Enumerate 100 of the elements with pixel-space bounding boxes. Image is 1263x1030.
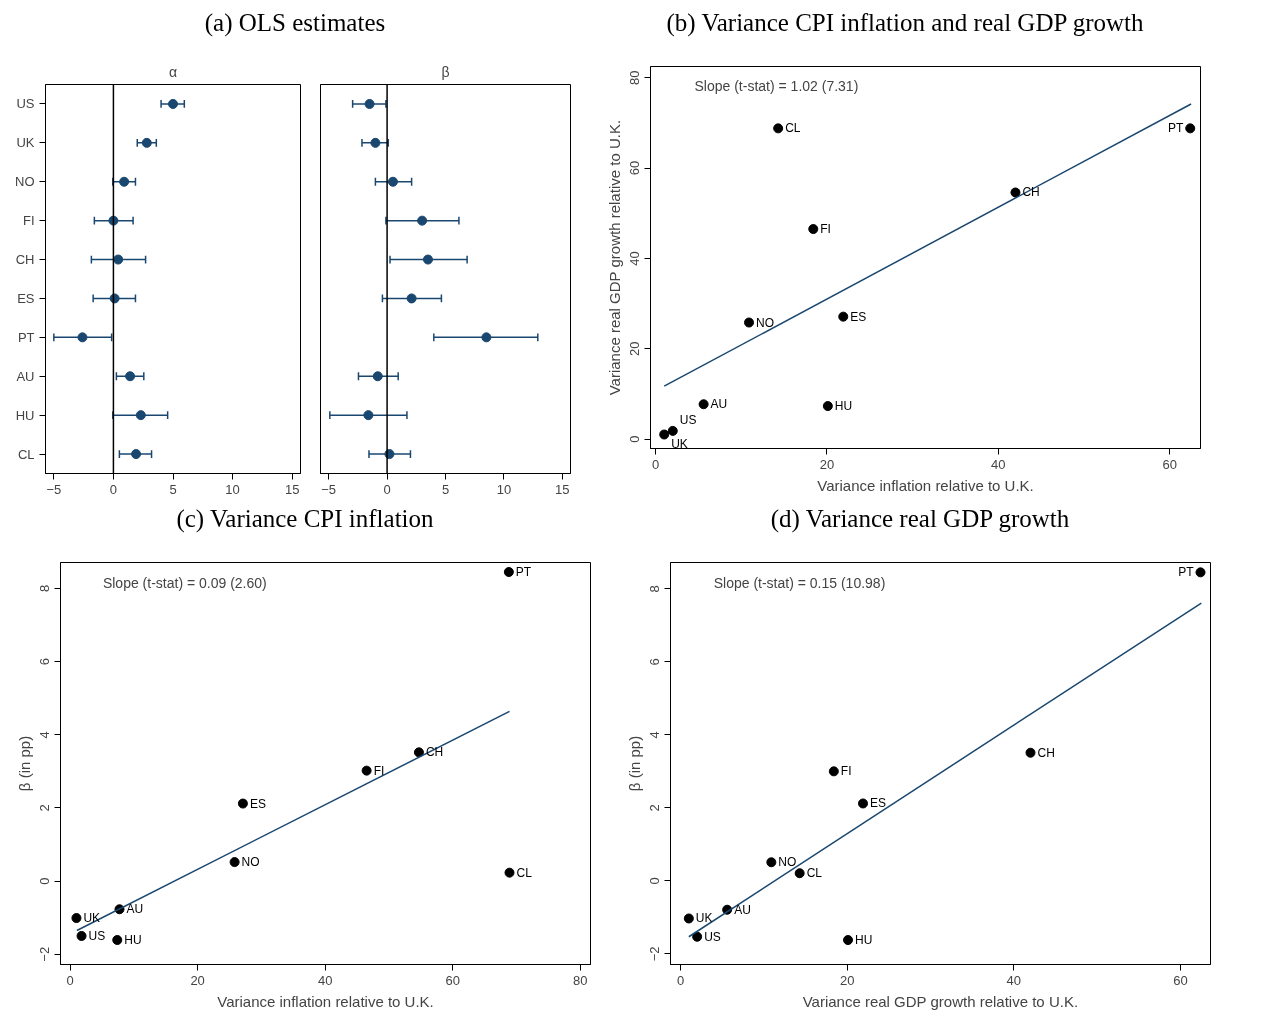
y-tick-label: −2 (647, 946, 663, 962)
annotation: HU (855, 933, 873, 948)
x-tick-label: −5 (321, 481, 337, 497)
x-tick-label: 20 (819, 456, 835, 472)
y-tick-label: CL (17, 446, 35, 462)
annotation: CH (1022, 185, 1040, 200)
point (237, 798, 248, 809)
annotation: UK (695, 911, 713, 926)
point (744, 317, 755, 328)
annotation: ES (249, 796, 266, 811)
point (76, 930, 87, 941)
x-tick-label: 15 (555, 481, 570, 497)
annotation: UK (671, 436, 688, 451)
annotation: US (704, 929, 721, 944)
y-tick-label: 0 (37, 877, 53, 885)
annotation: Slope (t-stat) = 0.15 (10.98) (713, 574, 886, 591)
annotation: Slope (t-stat) = 1.02 (7.31) (694, 77, 859, 94)
point (659, 429, 670, 440)
y-tick-label: 60 (627, 160, 643, 176)
annotation: HU (124, 932, 142, 947)
point (698, 399, 709, 410)
chart-title: (a) OLS estimates (204, 8, 386, 39)
point (838, 311, 849, 322)
y-tick-label: 8 (647, 585, 663, 593)
point (504, 867, 515, 878)
annotation: NO (756, 315, 775, 330)
y-tick-label: 6 (37, 658, 53, 666)
annotation: FI (373, 763, 385, 778)
chart-subtitle: β (441, 63, 450, 80)
point (387, 176, 398, 187)
y-axis-title: Variance real GDP growth relative to U.K. (605, 119, 623, 396)
y-tick-label: −2 (37, 946, 53, 962)
annotation: CL (806, 866, 823, 881)
point (364, 98, 375, 109)
point (119, 176, 130, 187)
x-tick-label: 60 (1162, 456, 1177, 472)
point (683, 913, 694, 924)
point (406, 293, 417, 304)
y-tick-label: AU (16, 368, 35, 384)
x-tick-label: 0 (109, 481, 118, 497)
point (794, 868, 805, 879)
annotation: CH (1037, 745, 1055, 760)
annotation: HU (834, 399, 853, 414)
y-tick-label: CH (15, 252, 35, 268)
x-tick-label: 40 (991, 456, 1006, 472)
y-axis-title: β (in pp) (625, 735, 643, 792)
annotation: AU (126, 902, 144, 917)
point (822, 401, 833, 412)
x-tick-label: 20 (839, 972, 855, 988)
chart-title: (c) Variance CPI inflation (176, 504, 434, 535)
point (363, 410, 374, 421)
x-tick-label: 15 (284, 481, 300, 497)
annotation: US (88, 928, 106, 943)
y-tick-label: 80 (627, 70, 643, 86)
annotation: AU (710, 397, 728, 412)
point (168, 98, 178, 109)
point (503, 567, 514, 577)
x-tick-label: 5 (169, 481, 177, 497)
point (692, 931, 703, 942)
x-tick-label: 10 (225, 481, 240, 497)
y-tick-label: 6 (647, 658, 663, 666)
y-tick-label: US (16, 96, 35, 112)
point (481, 332, 492, 343)
x-axis-title: Variance real GDP growth relative to U.K. (802, 992, 1079, 1010)
point (843, 935, 853, 946)
point (125, 371, 136, 382)
x-tick-label: 60 (1173, 972, 1188, 988)
point (112, 935, 123, 945)
y-tick-label: 40 (627, 251, 643, 266)
point (413, 747, 424, 758)
x-tick-label: 0 (383, 481, 391, 497)
point (1185, 123, 1196, 134)
point (808, 224, 819, 235)
y-tick-label: 4 (647, 731, 663, 739)
x-tick-label: −5 (46, 481, 62, 497)
y-tick-label: FI (22, 213, 35, 229)
x-tick-label: 20 (190, 972, 205, 988)
annotation: NO (241, 855, 260, 870)
y-tick-label: ES (17, 290, 35, 306)
annotation: AU (734, 902, 751, 917)
annotation: CL (516, 865, 533, 880)
annotation: CH (425, 745, 444, 760)
y-tick-label: 2 (37, 804, 53, 812)
y-tick-label: 4 (37, 731, 53, 739)
y-axis-title: β (in pp) (15, 735, 33, 792)
point (77, 332, 88, 343)
point (361, 765, 372, 776)
x-axis-title: Variance inflation relative to U.K. (217, 992, 434, 1010)
annotation: UK (83, 911, 101, 926)
point (417, 215, 428, 226)
point (113, 254, 124, 265)
point (71, 913, 82, 924)
x-tick-label: 40 (317, 972, 333, 988)
x-tick-label: 10 (496, 481, 512, 497)
annotation: ES (870, 796, 887, 811)
y-tick-label: 2 (647, 804, 663, 812)
annotation: ES (850, 309, 867, 324)
point (858, 798, 868, 809)
point (135, 410, 146, 421)
x-tick-label: 40 (1006, 972, 1022, 988)
